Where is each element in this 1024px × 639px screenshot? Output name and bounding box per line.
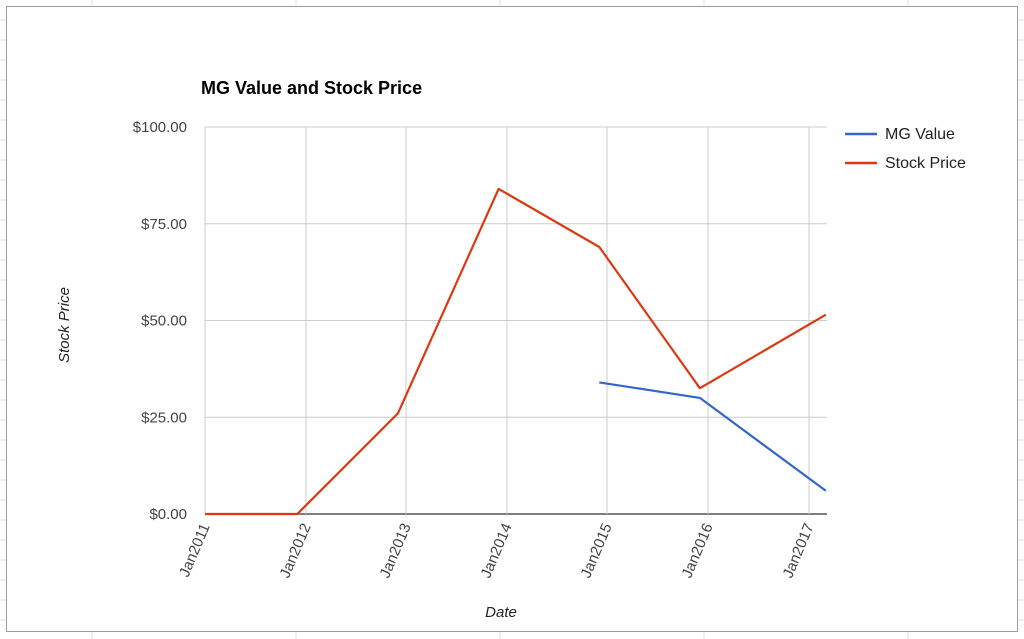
series-line-mg-value[interactable]: [599, 381, 827, 492]
y-tick-label: $50.00: [141, 313, 187, 330]
y-axis-ticks: $0.00 $25.00 $50.00 $75.00 $100.00: [133, 119, 187, 523]
legend-item[interactable]: MG Value: [845, 126, 955, 143]
legend-label: MG Value: [885, 126, 955, 143]
line-chart: MG Value and Stock Price $0.00 $25.00 $50.…: [56, 78, 966, 621]
legend[interactable]: MG Value Stock Price: [845, 126, 966, 172]
x-tick-label: Jan2017: [780, 521, 818, 581]
legend-item[interactable]: Stock Price: [845, 155, 966, 172]
y-tick-label: $100.00: [133, 119, 187, 136]
chart-title: MG Value and Stock Price: [201, 78, 422, 98]
chart-container[interactable]: MG Value and Stock Price $0.00 $25.00 $50.…: [6, 6, 1018, 632]
x-tick-label: Jan2013: [377, 521, 415, 581]
legend-label: Stock Price: [885, 155, 966, 172]
series-line-stock-price[interactable]: [205, 187, 827, 516]
x-tick-label: Jan2014: [478, 521, 516, 581]
series-lines: [205, 187, 827, 516]
gridlines: [204, 126, 827, 515]
x-axis-title: Date: [485, 604, 517, 621]
x-axis-ticks: Jan2011 Jan2012 Jan2013 Jan2014 Jan2015 Jan20…: [176, 521, 818, 581]
y-axis-title: Stock Price: [56, 287, 73, 363]
x-tick-label: Jan2012: [277, 521, 315, 581]
x-tick-label: Jan2016: [679, 521, 717, 581]
y-tick-label: $25.00: [141, 409, 187, 426]
y-tick-label: $75.00: [141, 216, 187, 233]
x-tick-label: Jan2015: [578, 521, 616, 581]
y-tick-label: $0.00: [149, 506, 187, 523]
x-tick-label: Jan2011: [176, 521, 214, 580]
